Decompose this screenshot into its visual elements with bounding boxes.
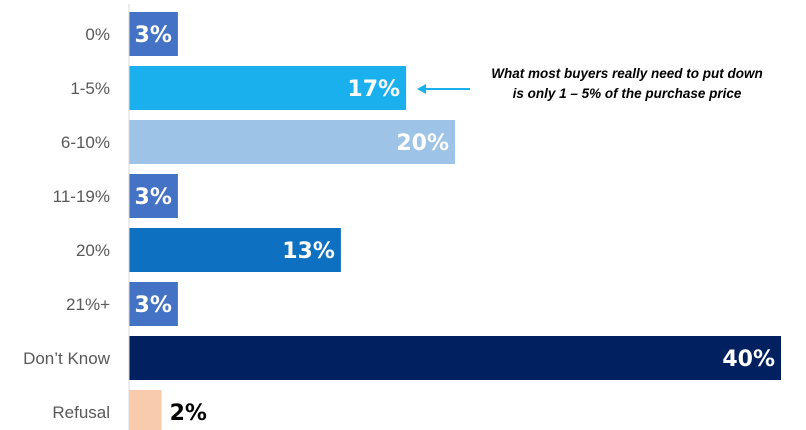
annotation-text: What most buyers really need to put down… <box>468 64 786 104</box>
category-label-1: 1-5% <box>70 79 110 98</box>
category-label-2: 6-10% <box>61 133 110 152</box>
value-label-7: 2% <box>170 401 207 426</box>
bar-0 <box>129 12 178 56</box>
annotation-line-2: is only 1 – 5% of the purchase price <box>512 86 742 101</box>
category-label-0: 0% <box>85 25 110 44</box>
value-label-6: 40% <box>722 347 775 372</box>
value-label-0: 3% <box>135 23 172 48</box>
bar-4 <box>129 228 341 272</box>
bar-2 <box>129 120 455 164</box>
value-label-1: 17% <box>347 77 400 102</box>
category-label-7: Refusal <box>52 403 110 422</box>
value-label-4: 13% <box>282 239 335 264</box>
bar-6 <box>129 336 781 380</box>
bar-7 <box>129 390 162 430</box>
value-label-2: 20% <box>396 131 449 156</box>
bar-5 <box>129 282 178 326</box>
annotation-line-1: What most buyers really need to put down <box>491 66 763 81</box>
bar-1 <box>129 66 407 110</box>
category-label-3: 11-19% <box>53 187 110 206</box>
annotation-arrow <box>417 84 470 94</box>
bar-3 <box>129 174 178 218</box>
value-label-5: 3% <box>135 293 172 318</box>
category-label-4: 20% <box>76 241 110 260</box>
category-label-6: Don’t Know <box>23 349 111 368</box>
category-label-5: 21%+ <box>66 295 110 314</box>
value-label-3: 3% <box>135 185 172 210</box>
